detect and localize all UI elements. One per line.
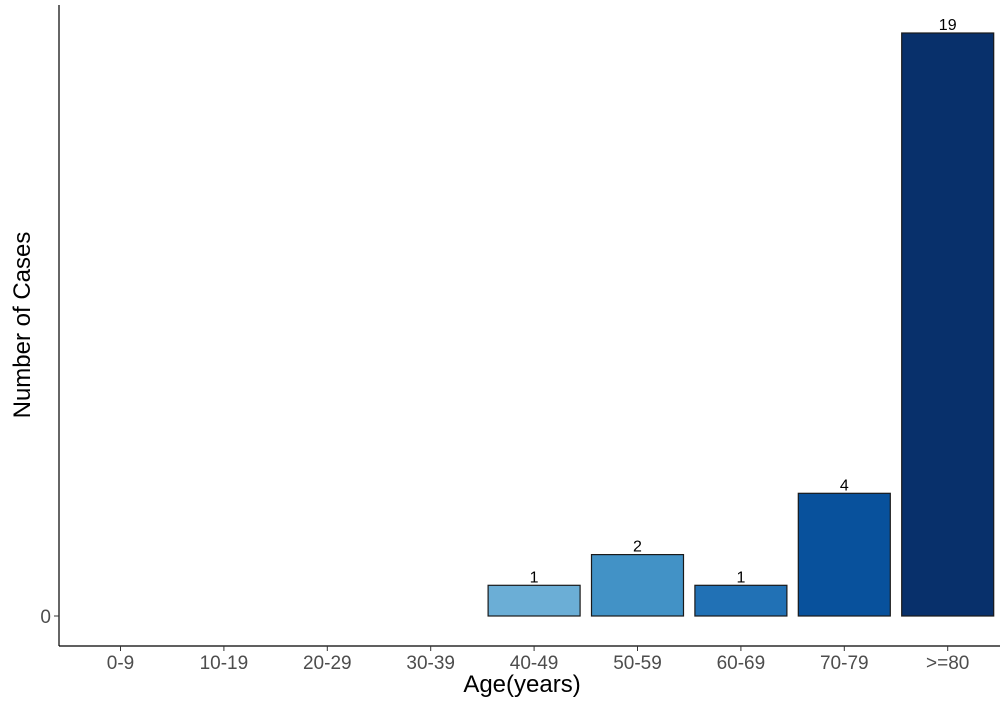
bar-70-79 xyxy=(797,492,891,617)
x-tick-label: 0-9 xyxy=(107,653,134,674)
x-tick-label: 20-29 xyxy=(303,653,352,674)
data-label: 2 xyxy=(633,539,642,556)
bar-60-69 xyxy=(694,584,788,617)
y-ticks-layer: 0 xyxy=(40,607,59,628)
x-tick-label: >=80 xyxy=(926,653,969,674)
data-label: 1 xyxy=(736,569,745,586)
data-labels-layer: 1 2 1 4 19 xyxy=(530,17,957,586)
x-tick-label: 10-19 xyxy=(200,653,249,674)
bar-50-59 xyxy=(590,553,685,617)
bar--80 xyxy=(901,32,995,617)
x-tick-label: 60-69 xyxy=(717,653,766,674)
data-label: 19 xyxy=(939,17,957,34)
bars-layer xyxy=(487,32,995,617)
x-tick-label: 40-49 xyxy=(510,653,559,674)
data-label: 1 xyxy=(530,569,539,586)
bar-40-49 xyxy=(487,584,581,617)
x-ticks-layer: 0-9 10-19 20-29 30-39 40-49 50-59 60-69 70-79 >=… xyxy=(107,646,969,674)
data-label: 4 xyxy=(840,477,849,494)
x-tick-label: 30-39 xyxy=(406,653,455,674)
y-tick-label: 0 xyxy=(40,607,51,628)
x-tick-label: 50-59 xyxy=(613,653,662,674)
x-tick-label: 70-79 xyxy=(820,653,869,674)
y-axis-title: Number of Cases xyxy=(9,232,36,419)
x-axis-title: Age(years) xyxy=(463,671,580,698)
